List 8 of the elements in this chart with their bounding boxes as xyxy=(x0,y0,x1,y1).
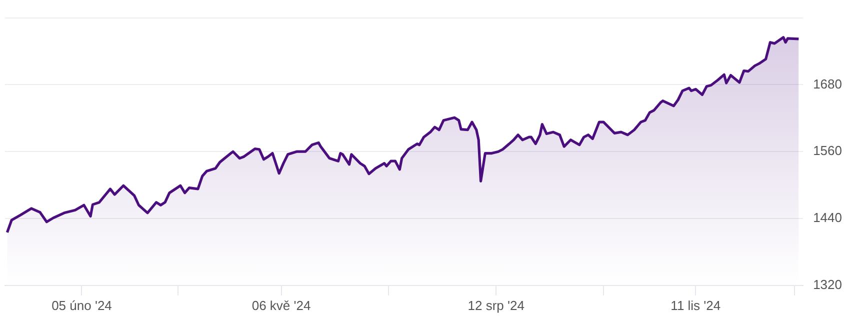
x-tick-label: 12 srp '24 xyxy=(468,298,524,313)
x-tick-label: 06 kvě '24 xyxy=(252,298,311,313)
y-tick-label: 1560 xyxy=(813,143,842,158)
x-tick-label: 11 lis '24 xyxy=(670,298,721,313)
y-tick-label: 1320 xyxy=(813,276,842,292)
y-tick-label: 1680 xyxy=(813,76,842,92)
x-tick-label: 05 úno '24 xyxy=(52,298,112,313)
y-tick-label: 1440 xyxy=(813,210,842,226)
